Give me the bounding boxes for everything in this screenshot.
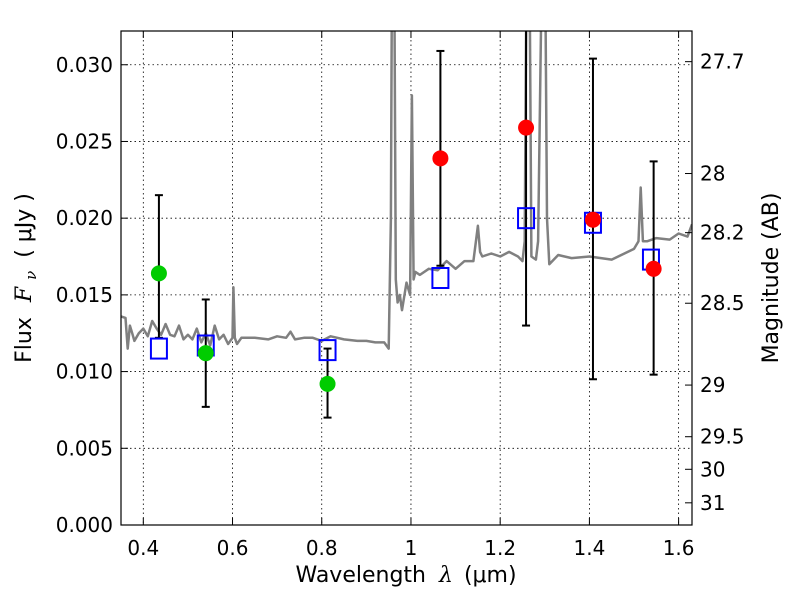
y-axis-label-unit: ( μJy )	[12, 193, 37, 258]
plot-frame	[120, 30, 693, 526]
x-tick-label: 0.8	[306, 536, 338, 560]
y-axis-label-text: Flux	[12, 317, 37, 363]
y2-tick-label: 31	[700, 491, 725, 515]
y-tick-label: 0.015	[56, 283, 113, 307]
y-tick-label: 0.030	[56, 53, 113, 77]
y2-tick-label: 28	[700, 162, 725, 186]
y-tick-label: 0.025	[56, 129, 113, 153]
y2-tick-label: 27.7	[700, 50, 745, 74]
model-photometry-square	[318, 339, 337, 362]
y-tick-label: 0.010	[56, 360, 113, 384]
observed-point	[645, 260, 662, 277]
x-axis-label: Wavelength λ (μm)	[295, 563, 516, 588]
observed-point	[584, 211, 601, 228]
x-axis-label-unit: (μm)	[464, 563, 517, 588]
model-sed-line	[121, 31, 692, 350]
y-tick-label: 0.020	[56, 206, 113, 230]
y-tick-label: 0.000	[56, 513, 113, 537]
x-axis-label-symbol: λ	[438, 563, 453, 588]
y2-tick-label: 30	[700, 457, 725, 481]
axes: 0.4 0.6 0.8 1 1.2 1.4 1.6 0.000 0.005 0.010 0.015 0…	[56, 31, 745, 560]
x-axis-label-text: Wavelength	[295, 563, 426, 588]
y-axis-label-subscript: ν	[22, 271, 40, 280]
model-photometry-square	[149, 337, 168, 360]
y-axis-label-symbol: F	[12, 286, 37, 303]
x-tick-label: 1.4	[573, 536, 605, 560]
model-photometry-square	[431, 267, 450, 289]
observed-point	[319, 375, 336, 392]
x-tick-label: 1.6	[663, 536, 695, 560]
y2-tick-label: 28.2	[700, 221, 745, 245]
model-photometry-square	[517, 207, 536, 230]
observed-point	[150, 265, 167, 282]
observed-point	[518, 119, 535, 136]
y2-axis-label: Magnitude (AB)	[759, 193, 784, 364]
x-tick-label: 0.4	[127, 536, 159, 560]
observed-point	[432, 150, 449, 167]
plot-area	[121, 31, 692, 419]
grid	[121, 31, 692, 526]
observed-point	[197, 345, 214, 362]
y2-tick-label: 29.5	[700, 425, 745, 449]
x-tick-label: 1.2	[484, 536, 516, 560]
y-tick-label: 0.005	[56, 436, 113, 460]
x-tick-label: 0.6	[217, 536, 249, 560]
y2-tick-label: 29	[700, 373, 725, 397]
x-tick-label: 1	[405, 536, 418, 560]
y2-tick-label: 28.5	[700, 291, 745, 315]
y-axis-label: Flux F ν ( μJy )	[12, 193, 42, 363]
